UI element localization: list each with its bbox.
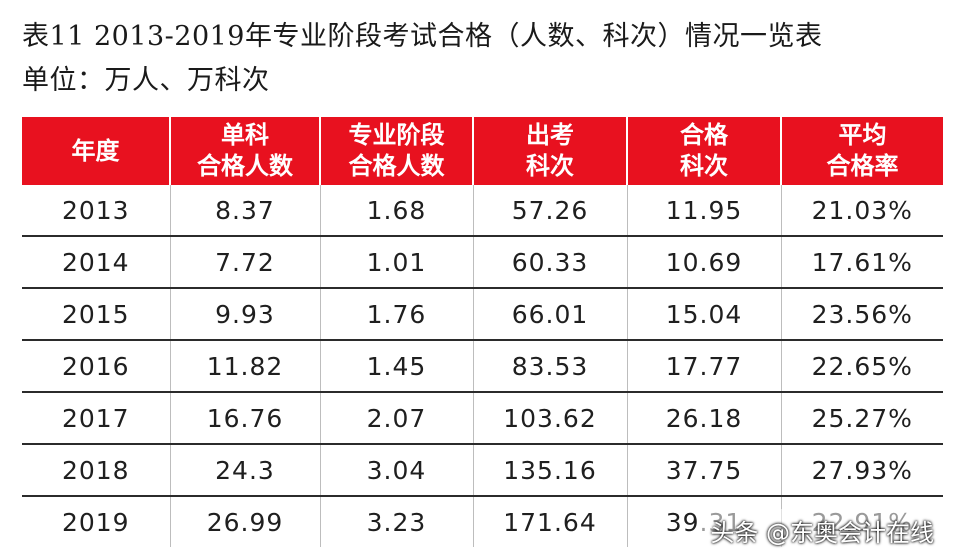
table-row: 2014 7.72 1.01 60.33 10.69 17.61% [22,236,943,289]
cell-year: 2017 [22,392,170,445]
header-exam-attempts: 出考 科次 [472,117,627,185]
cell-professional-stage-passers: 3.23 [319,496,473,547]
cell-exam-attempts: 103.62 [472,392,627,445]
cell-exam-attempts: 57.26 [472,185,627,237]
watermark: 头条 @东奥会计在线 [700,509,944,552]
cell-year: 2019 [61,507,130,537]
cell-average-pass-rate: 23.56% [780,288,943,341]
cell-professional-stage-passers: 1.68 [319,185,473,237]
table-row: 2018 24.3 3.04 135.16 37.75 27.93% [22,444,943,497]
cell-average-pass-rate: 21.03% [780,185,943,237]
exam-statistics-table: 年度 单科 合格人数 专业阶段 合格人数 出考 科次 合格 科次 平均 合格率 … [22,117,943,547]
cell-passed-attempts: 26.18 [626,392,781,445]
cell-passed-attempts: 37.75 [626,444,781,497]
table-row: 2015 9.93 1.76 66.01 15.04 23.56% [22,288,943,341]
header-year: 年度 [22,117,170,185]
cell-year: 2014 [22,236,170,289]
cell-single-subject-passers: 24.3 [169,444,320,497]
cell-year: 2016 [22,340,170,393]
table-header: 年度 单科 合格人数 专业阶段 合格人数 出考 科次 合格 科次 平均 合格率 [22,117,943,185]
cell-single-subject-passers: 7.72 [169,236,320,289]
cell-professional-stage-passers: 2.07 [319,392,473,445]
cell-average-pass-rate: 25.27% [780,392,943,445]
header-passed-attempts: 合格 科次 [626,117,781,185]
table-row: 2017 16.76 2.07 103.62 26.18 25.27% [22,392,943,445]
cell-single-subject-passers: 8.37 [169,185,320,237]
cell-average-pass-rate: 17.61% [780,236,943,289]
cell-exam-attempts: 171.64 [472,496,627,547]
cell-passed-attempts: 10.69 [626,236,781,289]
table-row: 2016 11.82 1.45 83.53 17.77 22.65% [22,340,943,393]
header-average-pass-rate: 平均 合格率 [780,117,943,185]
cell-professional-stage-passers: 1.01 [319,236,473,289]
unit-note: 单位：万人、万科次 [22,65,270,96]
cell-exam-attempts: 135.16 [472,444,627,497]
cell-exam-attempts: 66.01 [472,288,627,341]
table-row: 2013 8.37 1.68 57.26 11.95 21.03% [22,185,943,237]
cell-passed-attempts: 11.95 [626,185,781,237]
cell-average-pass-rate: 27.93% [780,444,943,497]
header-row: 年度 单科 合格人数 专业阶段 合格人数 出考 科次 合格 科次 平均 合格率 [22,117,943,185]
cell-single-subject-passers: 26.99 [169,496,320,547]
cell-single-subject-passers: 16.76 [169,392,320,445]
cell-single-subject-passers: 9.93 [169,288,320,341]
cell-professional-stage-passers: 1.76 [319,288,473,341]
header-professional-stage-passers: 专业阶段 合格人数 [319,117,473,185]
cell-exam-attempts: 60.33 [472,236,627,289]
cell-professional-stage-passers: 1.45 [319,340,473,393]
cell-single-subject-passers: 11.82 [169,340,320,393]
table-title: 表11 2013-2019年专业阶段考试合格（人数、科次）情况一览表 [22,21,823,52]
cell-passed-attempts: 17.77 [626,340,781,393]
cell-professional-stage-passers: 3.04 [319,444,473,497]
cell-year: 2013 [22,185,170,237]
table-body: 2013 8.37 1.68 57.26 11.95 21.03% 2014 7.72 1.01… [22,185,943,547]
cell-passed-attempts: 15.04 [626,288,781,341]
cell-year: 2015 [22,288,170,341]
header-single-subject-passers: 单科 合格人数 [169,117,320,185]
cell-average-pass-rate: 22.65% [780,340,943,393]
cell-year: 2018 [22,444,170,497]
cell-exam-attempts: 83.53 [472,340,627,393]
